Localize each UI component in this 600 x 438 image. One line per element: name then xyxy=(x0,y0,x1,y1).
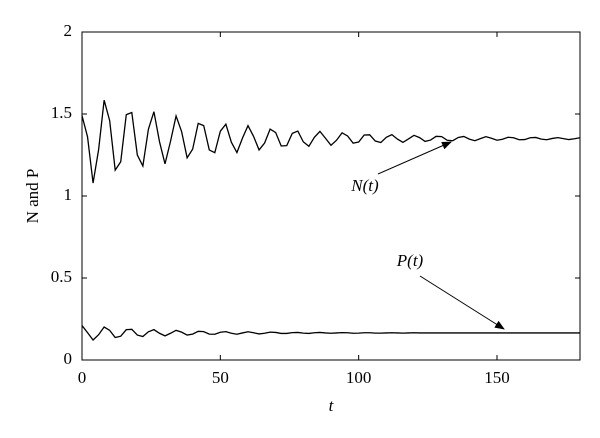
annotation-arrow xyxy=(419,275,505,330)
y-tick-label: 0.5 xyxy=(51,267,72,286)
y-axis-label: N and P xyxy=(23,169,42,224)
x-tick-label: 150 xyxy=(484,368,510,387)
series-line xyxy=(81,325,580,341)
y-tick-label: 2 xyxy=(64,21,73,40)
x-axis-label: t xyxy=(329,396,335,415)
plot-frame xyxy=(81,31,581,361)
x-tick-label: 100 xyxy=(346,368,372,387)
series-line xyxy=(81,100,581,184)
x-tick-label: 50 xyxy=(212,368,229,387)
y-tick-label: 0 xyxy=(64,349,73,368)
annotation: P(t) xyxy=(396,251,424,270)
y-tick-label: 1.5 xyxy=(51,103,72,122)
x-tick-label: 0 xyxy=(78,368,87,387)
y-tick-label: 1 xyxy=(64,185,73,204)
annotation: N(t) xyxy=(350,176,379,195)
annotation-arrow xyxy=(377,141,452,175)
